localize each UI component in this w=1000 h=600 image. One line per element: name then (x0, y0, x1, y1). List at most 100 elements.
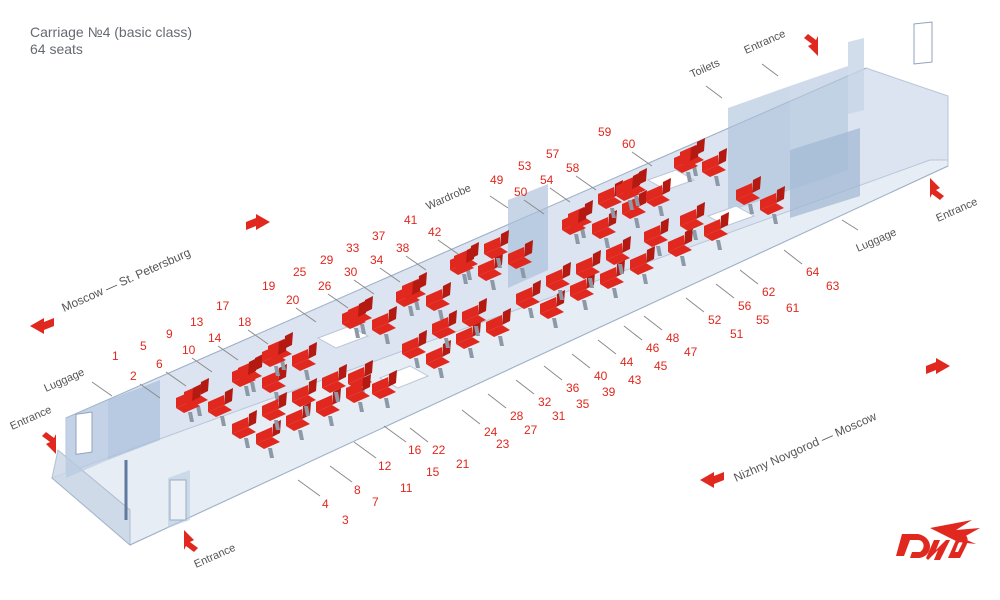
seat-number-38: 38 (396, 241, 410, 255)
seat[interactable] (606, 236, 631, 274)
seat[interactable] (372, 370, 397, 408)
seat[interactable] (760, 186, 785, 224)
seat[interactable] (396, 278, 421, 316)
seat[interactable] (486, 308, 511, 346)
wardrobe (508, 184, 548, 288)
carriage-title: Carriage №4 (basic class) (30, 24, 193, 40)
seat-number-52: 52 (708, 313, 722, 327)
seat-number-30: 30 (344, 265, 358, 279)
seat[interactable] (508, 240, 533, 278)
luggage-compartment-left (108, 380, 160, 460)
seat[interactable] (426, 340, 451, 378)
seat[interactable] (432, 310, 457, 348)
seat[interactable] (644, 218, 669, 256)
leader-line (543, 365, 563, 381)
seat[interactable] (616, 172, 641, 210)
toilets-block (728, 86, 790, 212)
seat-number-9: 9 (166, 327, 173, 341)
seat[interactable] (346, 374, 371, 412)
seat-numbers: 1591317192529333741495357592610141820263… (112, 125, 840, 527)
seat[interactable] (540, 290, 565, 328)
seat[interactable] (516, 280, 541, 318)
seat-number-59: 59 (598, 125, 612, 139)
seat-number-45: 45 (654, 359, 668, 373)
seat[interactable] (426, 282, 451, 320)
seat-number-64: 64 (806, 265, 820, 279)
seat[interactable] (262, 392, 287, 430)
seat-number-57: 57 (546, 147, 560, 161)
seat[interactable] (646, 178, 671, 216)
right-end-door (913, 21, 933, 65)
seat-number-12: 12 (378, 459, 392, 473)
wardrobe-label: Wardrobe (424, 182, 473, 212)
seat[interactable] (292, 342, 317, 380)
seat-number-44: 44 (620, 355, 634, 369)
carriage-body (51, 21, 949, 547)
leader-line (623, 325, 643, 341)
seat[interactable] (736, 176, 761, 214)
seat[interactable] (576, 250, 601, 288)
leader-line (783, 249, 803, 265)
seat[interactable] (630, 246, 655, 284)
leader-line (597, 339, 617, 355)
seat[interactable] (176, 384, 201, 422)
seat-number-17: 17 (216, 299, 230, 313)
seat[interactable] (402, 330, 427, 368)
leader-line (379, 267, 401, 283)
seat[interactable] (262, 338, 287, 376)
toilets-label: Toilets (688, 57, 722, 81)
seat[interactable] (484, 230, 509, 268)
seat[interactable] (562, 206, 587, 244)
leader-line (329, 465, 353, 483)
seat-number-19: 19 (262, 279, 276, 293)
seat-number-36: 36 (566, 381, 580, 395)
leader-line (461, 409, 481, 425)
seat[interactable] (262, 364, 287, 402)
seat-number-32: 32 (538, 395, 552, 409)
carriage-header: Carriage №4 (basic class) 64 seats (30, 24, 192, 58)
seat-number-21: 21 (456, 457, 470, 471)
seat-number-1: 1 (112, 349, 119, 363)
seat[interactable] (208, 388, 233, 426)
leader-line (295, 307, 317, 323)
seat[interactable] (372, 306, 397, 344)
seat[interactable] (292, 378, 317, 416)
seat[interactable] (232, 358, 257, 396)
seat-number-29: 29 (320, 253, 334, 267)
leader-line (353, 441, 377, 459)
seat[interactable] (668, 228, 693, 266)
seat[interactable] (322, 364, 347, 402)
leader-line (523, 199, 545, 215)
leader-line (383, 425, 407, 443)
seat[interactable] (232, 410, 257, 448)
seat-number-16: 16 (408, 443, 422, 457)
seat-number-42: 42 (428, 225, 442, 239)
seat-number-41: 41 (404, 213, 418, 227)
leader-line (353, 279, 375, 295)
seat-number-53: 53 (518, 159, 532, 173)
seat[interactable] (342, 300, 367, 338)
seat-number-11: 11 (400, 481, 413, 495)
seat-number-58: 58 (566, 161, 580, 175)
seat[interactable] (462, 298, 487, 336)
seat[interactable] (450, 246, 475, 284)
luggage-label-right: Luggage (854, 226, 898, 254)
seat[interactable] (546, 262, 571, 300)
seat-number-15: 15 (426, 465, 440, 479)
seat[interactable] (674, 144, 699, 182)
seat[interactable] (680, 202, 705, 240)
leader-line (191, 357, 213, 373)
seat-number-28: 28 (510, 409, 524, 423)
leader-line (487, 393, 507, 409)
seat[interactable] (704, 212, 729, 250)
seat[interactable] (702, 148, 727, 186)
seat-number-60: 60 (622, 137, 636, 151)
seat-number-22: 22 (432, 443, 446, 457)
seat[interactable] (592, 210, 617, 248)
seat-number-31: 31 (552, 409, 566, 423)
seat-number-26: 26 (318, 279, 332, 293)
seat-number-62: 62 (762, 285, 776, 299)
leader-line (217, 345, 239, 361)
seat-number-46: 46 (646, 341, 660, 355)
leader-line (409, 427, 429, 443)
